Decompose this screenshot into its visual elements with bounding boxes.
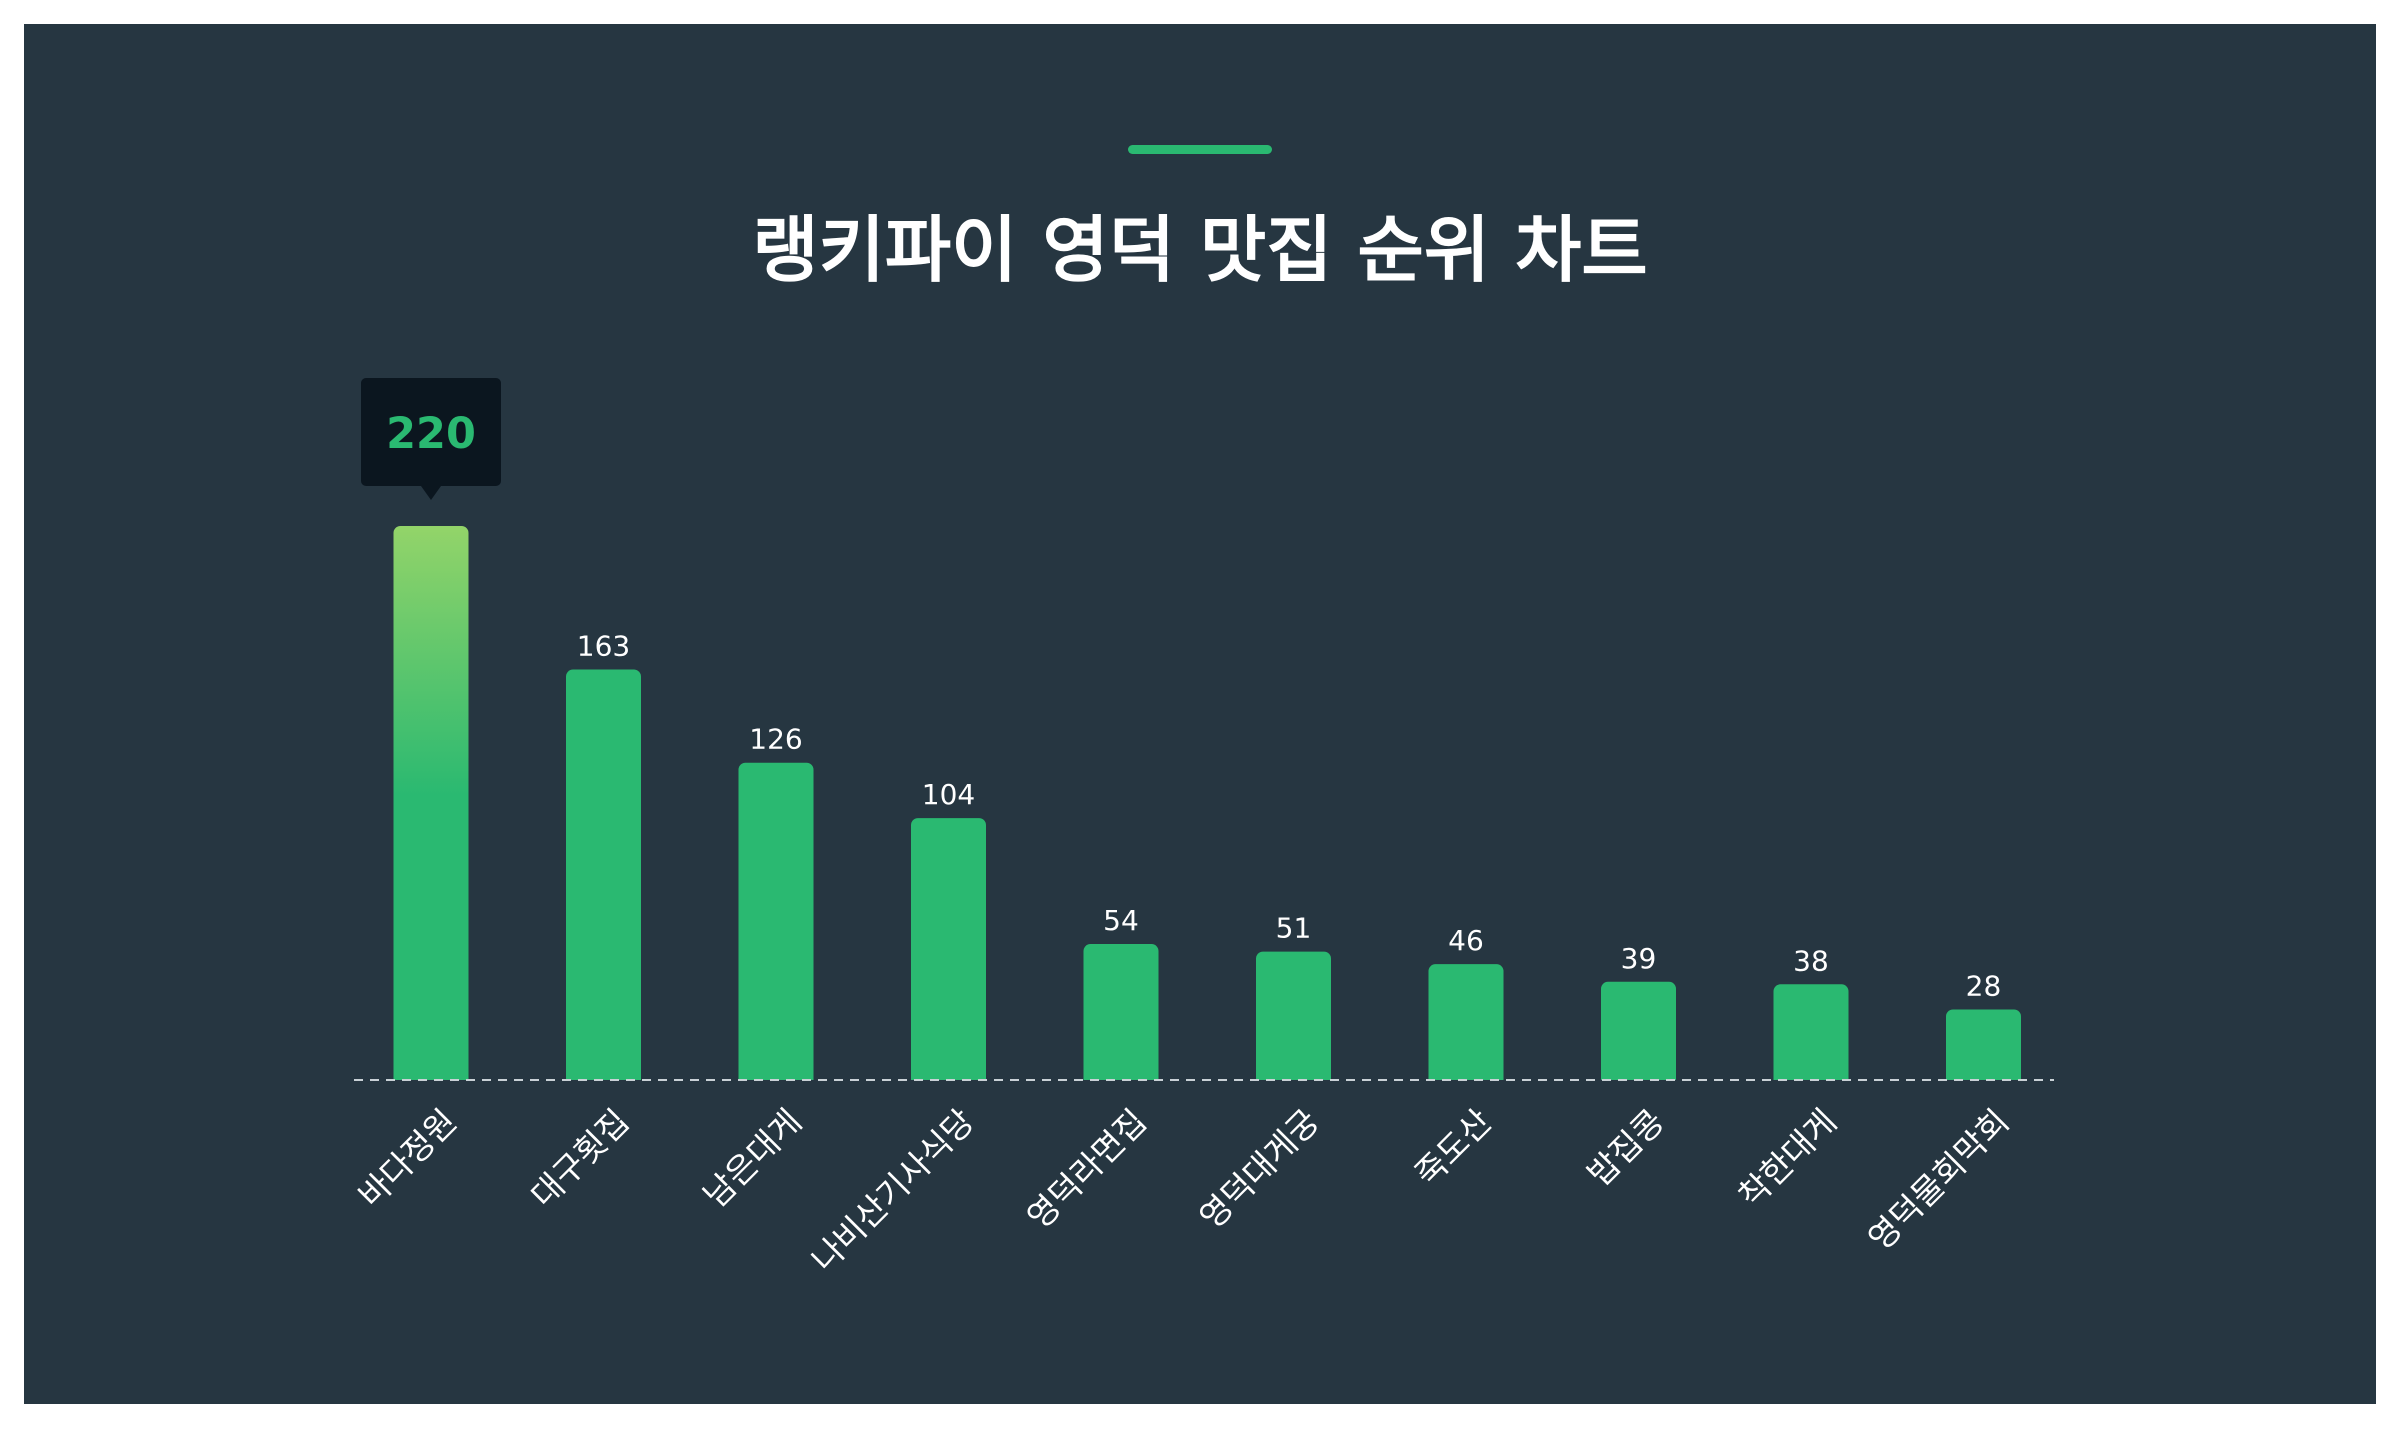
bar-5[interactable]	[1083, 944, 1159, 1087]
value-label-6: 51	[1276, 912, 1312, 945]
bar-8[interactable]	[1601, 981, 1676, 1087]
bar-10[interactable]	[1946, 1009, 2021, 1087]
value-label-9: 38	[1793, 944, 1829, 977]
x-tick-label-9: 착한대게	[1731, 1102, 1844, 1215]
bar-6[interactable]	[1256, 951, 1331, 1087]
value-label-8: 39	[1621, 942, 1657, 975]
tooltip-value: 220	[386, 409, 476, 459]
chart-title: 랭키파이 영덕 맛집 순위 차트	[752, 208, 1648, 292]
bar-7[interactable]	[1428, 964, 1504, 1087]
value-label-3: 126	[749, 723, 802, 756]
value-label-7: 46	[1448, 924, 1484, 957]
tooltip-box	[361, 378, 501, 486]
value-labels-group: 163 126 104 54 51 46 39 38 28	[577, 630, 2002, 1003]
x-tick-label-10: 영덕물회막회	[1860, 1102, 2016, 1258]
x-tick-label-2: 대구횟집	[523, 1102, 636, 1215]
x-tick-label-4: 나비산기사식당	[804, 1102, 982, 1280]
value-label-5: 54	[1103, 904, 1139, 937]
value-label-10: 28	[1966, 969, 2002, 1002]
bar-3[interactable]	[738, 762, 814, 1087]
bar-2[interactable]	[566, 669, 641, 1087]
chart-panel: 랭키파이 영덕 맛집 순위 차트 163 126 104 54 51 46 39 38 28 바…	[24, 24, 2376, 1404]
bar-4[interactable]	[911, 818, 986, 1087]
bar-chart: 163 126 104 54 51 46 39 38 28 바다정원 대구횟집 남은대게나비산기사식…	[351, 378, 2054, 1280]
bar-1[interactable]	[393, 526, 469, 1087]
bars-group	[393, 526, 2021, 1087]
tooltip-arrow	[421, 486, 441, 500]
x-tick-label-1: 바다정원	[351, 1102, 464, 1215]
x-tick-label-7: 죽도산	[1407, 1102, 1499, 1194]
x-tick-label-5: 영덕라면집	[1019, 1102, 1154, 1237]
title-accent-bar	[1128, 145, 1272, 154]
bar-9[interactable]	[1773, 984, 1849, 1087]
x-tick-label-3: 남은대게	[696, 1102, 809, 1215]
highlight-tooltip: 220	[361, 378, 501, 500]
x-tick-label-8: 밥집콩	[1580, 1102, 1672, 1194]
value-label-4: 104	[922, 778, 975, 811]
x-tick-label-6: 영덕대게궁	[1192, 1102, 1327, 1237]
value-label-2: 163	[577, 630, 630, 663]
